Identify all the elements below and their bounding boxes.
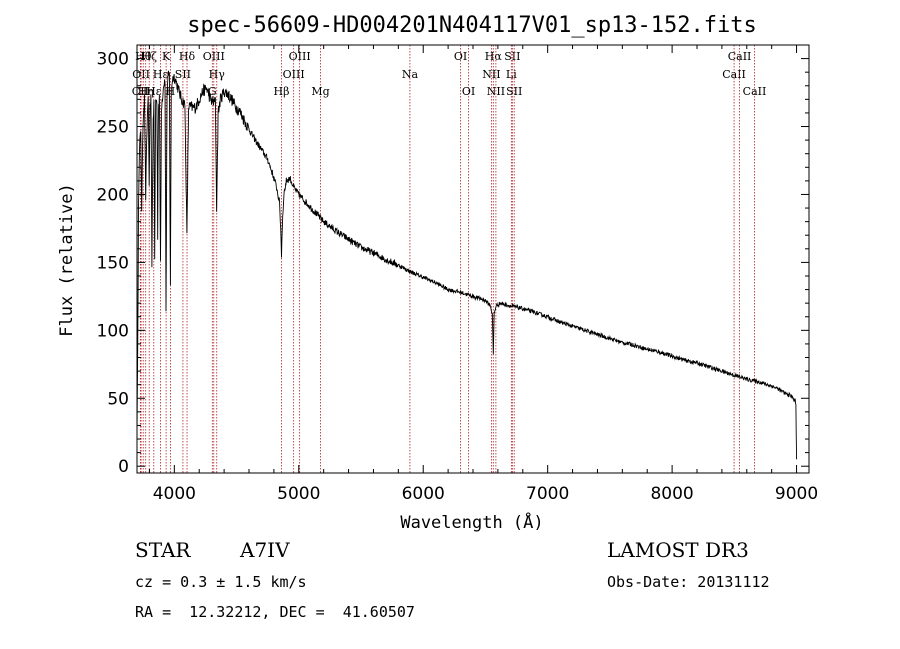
line-marker-label-22: Hα	[485, 50, 503, 63]
line-marker-label-1: OII	[132, 68, 150, 81]
line-marker-label-12: Hγ	[209, 68, 226, 81]
observation-date: Obs-Date: 20131112	[607, 573, 770, 591]
line-marker-label-5: Hε	[146, 85, 162, 98]
x-tick-label-5: 9000	[775, 484, 818, 504]
line-marker-label-13: G	[208, 85, 217, 98]
line-marker-label-11: OIII	[203, 50, 225, 63]
line-marker-label-26: SII	[506, 85, 522, 98]
x-tick-label-4: 8000	[650, 484, 693, 504]
survey-name: LAMOST DR3	[607, 538, 749, 562]
redshift-value: cz = 0.3 ± 1.5 km/s	[135, 573, 307, 591]
y-axis-ticks: 0 50 100 150 200 250 300	[97, 50, 809, 477]
emission-line-markers: CII OII Hθ Hη Hζ Hε Hε K H SII Hδ OIII Hγ G Hβ OIII OIII…	[132, 45, 767, 473]
line-marker-label-14: Hβ	[274, 85, 290, 98]
y-tick-label-1: 50	[107, 389, 129, 409]
line-marker-label-9: SII	[175, 68, 191, 81]
chart-title: spec-56609-HD004201N404117V01_sp13-152.f…	[187, 13, 757, 38]
line-marker-label-0: CII	[132, 85, 149, 98]
x-tick-label-0: 4000	[153, 484, 196, 504]
y-tick-label-3: 150	[97, 253, 129, 273]
x-axis-ticks: 4000 5000 6000 7000 8000 9000	[148, 45, 818, 504]
y-tick-label-6: 300	[97, 50, 129, 70]
x-tick-label-1: 5000	[277, 484, 320, 504]
spectrum-line	[136, 70, 798, 460]
line-marker-label-10: Hδ	[179, 50, 196, 63]
line-marker-label-7: K	[162, 50, 171, 63]
object-subclass: A7IV	[240, 538, 290, 562]
line-marker-label-6: Hε	[153, 68, 169, 81]
line-marker-label-20: OI	[462, 85, 475, 98]
spectrum-series	[136, 70, 798, 460]
ra-dec-coordinates: RA = 12.32212, DEC = 41.60507	[135, 603, 415, 621]
line-marker-label-28: CaII	[728, 50, 752, 63]
line-marker-label-8: H	[166, 85, 176, 98]
y-axis-label: Flux (relative)	[57, 183, 77, 337]
line-marker-label-25: Li	[506, 68, 517, 81]
x-tick-label-2: 6000	[402, 484, 445, 504]
line-marker-label-27: CaII	[722, 68, 746, 81]
line-marker-label-24: SII	[504, 50, 520, 63]
line-marker-label-3: Hη	[138, 85, 154, 98]
y-tick-label-4: 200	[97, 185, 129, 205]
line-marker-label-19: OI	[454, 50, 467, 63]
line-marker-label-18: Na	[402, 68, 419, 81]
y-tick-label-5: 250	[97, 118, 129, 138]
object-type: STAR	[135, 538, 191, 562]
y-tick-label-0: 0	[118, 457, 129, 477]
line-marker-label-15: OIII	[283, 68, 305, 81]
line-marker-label-23: NII	[487, 85, 505, 98]
x-tick-label-3: 7000	[526, 484, 569, 504]
line-marker-label-2: Hθ	[135, 50, 152, 63]
line-marker-label-29: CaII	[743, 85, 767, 98]
x-axis-label: Wavelength (Å)	[400, 511, 543, 533]
line-marker-label-21: NII	[482, 68, 500, 81]
y-tick-label-2: 100	[97, 321, 129, 341]
line-marker-label-16: OIII	[289, 50, 311, 63]
line-marker-label-4: Hζ	[141, 50, 157, 63]
line-marker-label-17: Mg	[311, 85, 329, 98]
